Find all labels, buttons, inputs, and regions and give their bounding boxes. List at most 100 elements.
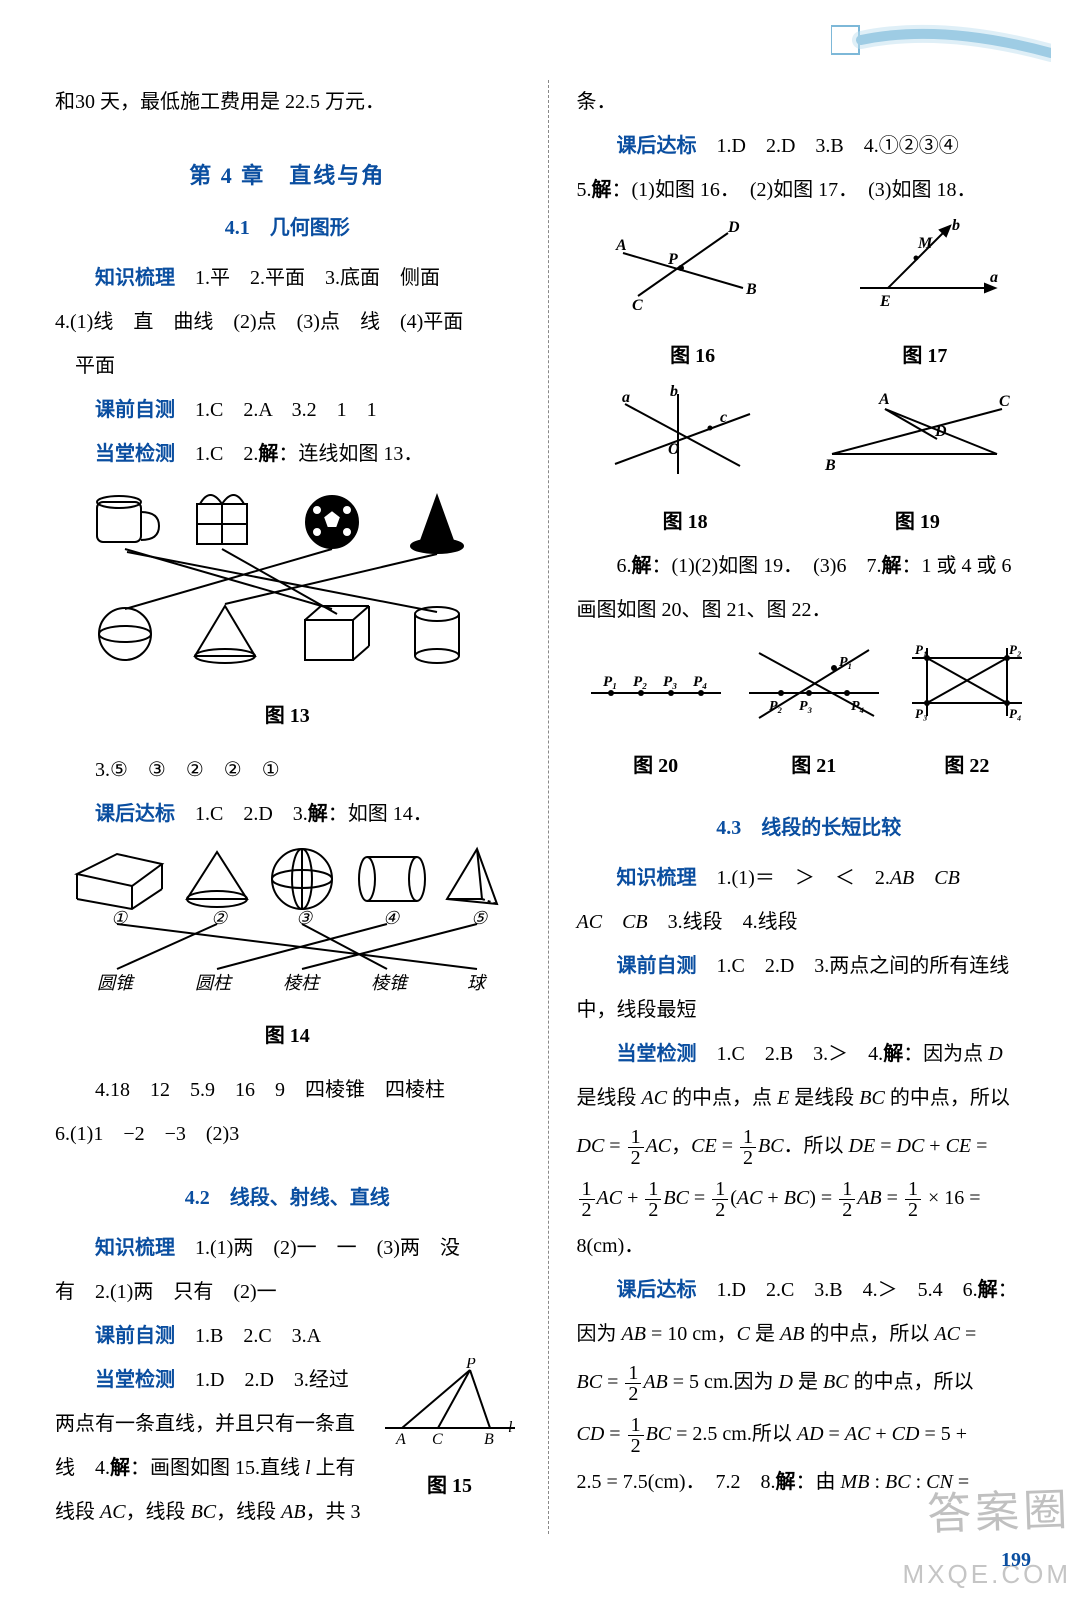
page-number: 199: [1001, 1549, 1031, 1572]
text-line: 课前自测 1.C 2.D 3.两点之间的所有连线: [577, 944, 1042, 988]
svg-text:E: E: [879, 293, 891, 310]
svg-text:D: D: [934, 423, 947, 440]
figure-caption: 图 17: [840, 334, 1010, 378]
text-line: 线段 AC，线段 BC，线段 AB，共 3: [55, 1490, 374, 1534]
text-line: 两点有一条直线，并且只有一条直: [55, 1402, 374, 1446]
figure-22: P₁P₂ P₃P₄ 图 22: [897, 638, 1037, 788]
figure-caption: 图 20: [581, 744, 731, 788]
figure-caption: 图 16: [608, 334, 778, 378]
label: 当堂检测: [617, 1043, 697, 1065]
svg-text:A: A: [878, 391, 890, 408]
svg-text:P₃: P₃: [799, 699, 813, 714]
text-line: 课前自测 1.B 2.C 3.A: [55, 1314, 520, 1358]
text-line: 有 2.(1)两 只有 (2)一: [55, 1270, 520, 1314]
figure-20: P₁P₂ P₃P₄ 图 20: [581, 648, 731, 788]
math-line: CD = 12BC = 2.5 cm.所以 AD = AC + CD = 5 +: [577, 1408, 1042, 1460]
svg-text:②: ②: [211, 908, 228, 928]
svg-text:c: c: [720, 409, 727, 426]
label: 当堂检测: [95, 1369, 175, 1391]
svg-text:⑤: ⑤: [471, 908, 488, 928]
watermark-main: 答案圈: [926, 1474, 1072, 1543]
text-line: 3.⑤ ③ ② ② ①: [55, 748, 520, 792]
chapter-title: 第 4 章 直线与角: [55, 152, 520, 200]
figure-19: A B C D 图 19: [817, 384, 1017, 544]
math-line: 12AC + 12BC = 12(AC + BC) = 12AB = 12 × …: [577, 1172, 1042, 1224]
text-line: 课后达标 1.C 2.D 3.解：如图 14．: [55, 792, 520, 836]
text-line: 是线段 AC 的中点，点 E 是线段 BC 的中点，所以: [577, 1076, 1042, 1120]
svg-text:P₂: P₂: [1009, 642, 1021, 657]
text-line: 和30 天，最低施工费用是 22.5 万元．: [55, 80, 520, 124]
label: 课后达标: [617, 135, 697, 157]
text-line: 6.(1)1 −2 −3 (2)3: [55, 1112, 520, 1156]
figure-caption: 图 15: [380, 1464, 520, 1508]
text-line: 知识梳理 1.平 2.平面 3.底面 侧面: [55, 256, 520, 300]
svg-text:P: P: [465, 1358, 476, 1372]
svg-text:D: D: [727, 219, 740, 236]
text-line: 线 4.解：画图如图 15.直线 l 上有: [55, 1446, 374, 1490]
text-line: 当堂检测 1.C 2.解：连线如图 13．: [55, 432, 520, 476]
figure-row-16-17: AB CD P 图 16 Ea: [577, 218, 1042, 378]
text-line: 平面: [55, 344, 520, 388]
right-column: 条． 课后达标 1.D 2.D 3.B 4.①②③④ 5.解：(1)如图 16．…: [559, 80, 1042, 1534]
math-line: BC = 12AB = 5 cm.因为 D 是 BC 的中点，所以: [577, 1356, 1042, 1408]
figure-caption: 图 21: [739, 744, 889, 788]
figure-caption: 图 18: [600, 500, 770, 544]
svg-text:O: O: [668, 441, 680, 458]
svg-text:P₁: P₁: [603, 674, 617, 690]
svg-text:A: A: [615, 237, 627, 254]
svg-text:③: ③: [296, 908, 313, 928]
label: 当堂检测: [95, 443, 175, 465]
figure-17: Ea b M 图 17: [840, 218, 1010, 378]
figure-caption: 图 22: [897, 744, 1037, 788]
text-line: 当堂检测 1.C 2.B 3.＞ 4.解：因为点 D: [577, 1032, 1042, 1076]
label: 课后达标: [95, 803, 175, 825]
svg-text:M: M: [917, 235, 933, 252]
text-line: 因为 AB = 10 cm，C 是 AB 的中点，所以 AC =: [577, 1312, 1042, 1356]
text-line: 条．: [577, 80, 1042, 124]
text-line: 知识梳理 1.(1)＝ ＞ ＜ 2.AB CB: [577, 856, 1042, 900]
svg-text:P₂: P₂: [633, 674, 647, 690]
svg-text:①: ①: [111, 908, 128, 928]
label: 课后达标: [617, 1279, 697, 1301]
figure-caption: 图 14: [55, 1014, 520, 1058]
text-line: 8(cm)．: [577, 1224, 1042, 1268]
page-body: 和30 天，最低施工费用是 22.5 万元． 第 4 章 直线与角 4.1 几何…: [0, 0, 1091, 1574]
section-title: 4.2 线段、射线、直线: [55, 1176, 520, 1220]
figure-14: ①② ③④⑤ 圆锥圆柱 棱柱棱锥球: [55, 844, 520, 1010]
text-line: 4.18 12 5.9 16 9 四棱锥 四棱柱: [55, 1068, 520, 1112]
svg-text:C: C: [432, 1431, 443, 1448]
svg-text:b: b: [670, 384, 678, 400]
svg-text:P₄: P₄: [851, 699, 865, 714]
svg-text:B: B: [824, 457, 836, 474]
svg-text:P₃: P₃: [663, 674, 677, 690]
svg-text:C: C: [999, 393, 1010, 410]
svg-text:P₃: P₃: [915, 706, 927, 721]
svg-text:棱柱: 棱柱: [283, 973, 321, 993]
svg-text:P₂: P₂: [769, 699, 783, 714]
text-line: 知识梳理 1.(1)两 (2)一 一 (3)两 没: [55, 1226, 520, 1270]
svg-text:A: A: [395, 1431, 406, 1448]
figure-caption: 图 19: [817, 500, 1017, 544]
svg-text:C: C: [632, 297, 643, 314]
text-line: AC CB 3.线段 4.线段: [577, 900, 1042, 944]
text-line: 画图如图 20、图 21、图 22．: [577, 588, 1042, 632]
label: 知识梳理: [95, 267, 175, 289]
label: 知识梳理: [617, 867, 697, 889]
svg-text:B: B: [484, 1431, 494, 1448]
label: 课前自测: [95, 399, 175, 421]
svg-text:圆柱: 圆柱: [195, 973, 233, 993]
text-line: 课后达标 1.D 2.D 3.B 4.①②③④: [577, 124, 1042, 168]
label: 课前自测: [617, 955, 697, 977]
svg-text:P₁: P₁: [915, 642, 927, 657]
figure-row-18-19: ab c O 图 18 A B: [577, 384, 1042, 544]
text-line: 课前自测 1.C 2.A 3.2 1 1: [55, 388, 520, 432]
figure-15: P AC Bl 图 15: [380, 1358, 520, 1518]
section-title: 4.1 几何图形: [55, 206, 520, 250]
math-line: DC = 12AC，CE = 12BC．所以 DE = DC + CE =: [577, 1120, 1042, 1172]
text-line: 4.(1)线 直 曲线 (2)点 (3)点 线 (4)平面: [55, 300, 520, 344]
text-line: 6.解：(1)(2)如图 19． (3)6 7.解：1 或 4 或 6: [577, 544, 1042, 588]
figure-13: [55, 484, 520, 690]
watermark-sub: MXQE.COM: [903, 1559, 1071, 1590]
svg-text:P: P: [667, 251, 678, 268]
figure-18: ab c O 图 18: [600, 384, 770, 544]
